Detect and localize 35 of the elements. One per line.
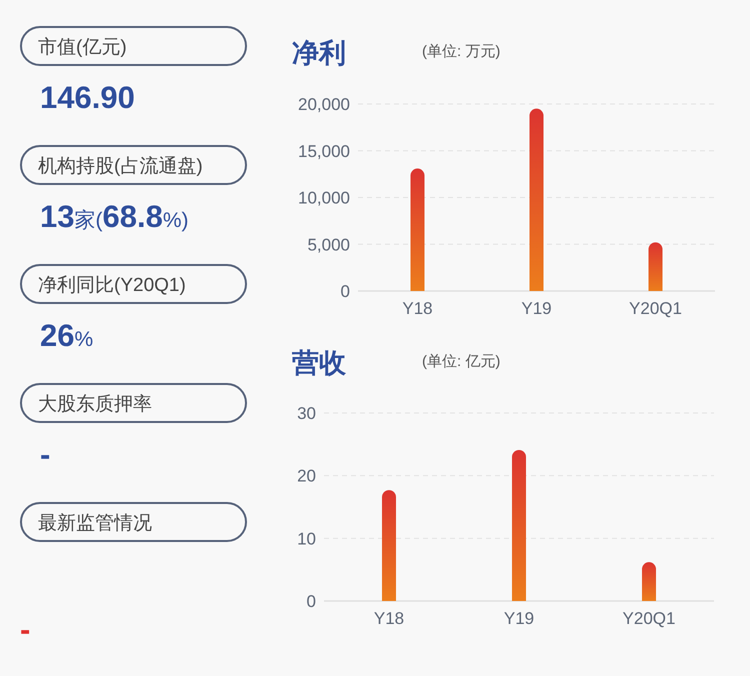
chart-subtitle: (单位: 万元) [422, 43, 500, 60]
text: - [20, 612, 30, 647]
y-tick-label: 0 [306, 592, 316, 611]
x-tick-label: Y19 [504, 609, 534, 628]
text: 13家(68.8%) [40, 199, 188, 234]
text: - [40, 437, 50, 472]
text: 大股东质押率 [38, 393, 152, 415]
bar [530, 108, 544, 291]
y-tick-label: 0 [340, 282, 350, 301]
bar [648, 242, 662, 291]
x-tick-label: Y20Q1 [622, 609, 676, 628]
y-tick-label: 20 [297, 466, 316, 486]
bar [382, 490, 396, 601]
bar [642, 562, 656, 601]
chart-subtitle: (单位: 亿元) [422, 353, 500, 370]
chart-title: 净利 [292, 38, 346, 68]
x-tick-label: Y20Q1 [629, 299, 682, 318]
text: 146.90 [40, 80, 135, 115]
y-tick-label: 20,000 [298, 95, 350, 114]
text: 26% [40, 318, 94, 353]
y-tick-label: 10,000 [298, 188, 350, 208]
x-tick-label: Y18 [374, 609, 404, 628]
chart-title: 营收 [291, 348, 347, 378]
text: 机构持股(占流通盘) [38, 155, 203, 177]
y-tick-label: 5,000 [307, 235, 350, 254]
y-tick-label: 10 [297, 529, 316, 548]
text: 市值(亿元) [38, 36, 127, 58]
bar [512, 450, 526, 601]
x-tick-label: Y18 [402, 299, 433, 318]
text: 净利同比(Y20Q1) [38, 275, 186, 296]
x-tick-label: Y19 [521, 299, 552, 318]
y-tick-label: 15,000 [298, 142, 350, 161]
y-tick-label: 30 [297, 404, 316, 423]
text: 最新监管情况 [38, 512, 152, 534]
bar [410, 168, 424, 291]
